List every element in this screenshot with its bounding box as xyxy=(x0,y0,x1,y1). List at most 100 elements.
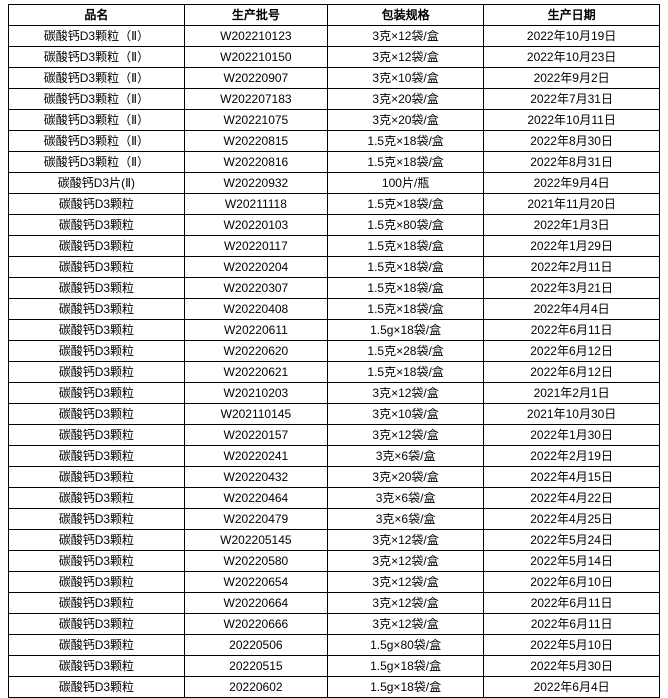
table-cell: 1.5克×18袋/盒 xyxy=(327,257,483,278)
table-cell: 碳酸钙D3颗粒 xyxy=(9,278,185,299)
table-cell: W20220432 xyxy=(184,467,327,488)
table-cell: 碳酸钙D3颗粒（Ⅱ） xyxy=(9,110,185,131)
table-row: 碳酸钙D3颗粒W202206201.5克×28袋/盒2022年6月12日 xyxy=(9,341,660,362)
table-cell: 100片/瓶 xyxy=(327,173,483,194)
table-cell: 2022年6月11日 xyxy=(484,614,660,635)
table-cell: 2022年5月30日 xyxy=(484,656,660,677)
table-row: 碳酸钙D3颗粒（Ⅱ）W2022101503克×12袋/盒2022年10月23日 xyxy=(9,47,660,68)
table-cell: 1.5克×18袋/盒 xyxy=(327,362,483,383)
table-cell: 碳酸钙D3颗粒 xyxy=(9,509,185,530)
table-cell: W20220664 xyxy=(184,593,327,614)
table-cell: W20211118 xyxy=(184,194,327,215)
table-cell: 20220506 xyxy=(184,635,327,656)
table-cell: 1.5克×18袋/盒 xyxy=(327,152,483,173)
table-row: 碳酸钙D3颗粒W202206543克×12袋/盒2022年6月10日 xyxy=(9,572,660,593)
table-row: 碳酸钙D3颗粒W2022051453克×12袋/盒2022年5月24日 xyxy=(9,530,660,551)
table-row: 碳酸钙D3片(Ⅱ)W20220932100片/瓶2022年9月4日 xyxy=(9,173,660,194)
table-cell: 碳酸钙D3颗粒 xyxy=(9,194,185,215)
table-row: 碳酸钙D3颗粒202205151.5g×18袋/盒2022年5月30日 xyxy=(9,656,660,677)
table-cell: 碳酸钙D3颗粒 xyxy=(9,551,185,572)
table-cell: W20220117 xyxy=(184,236,327,257)
table-cell: W20220479 xyxy=(184,509,327,530)
table-cell: 碳酸钙D3颗粒（Ⅱ） xyxy=(9,152,185,173)
table-cell: 2022年6月4日 xyxy=(484,677,660,698)
table-cell: W202207183 xyxy=(184,89,327,110)
table-cell: 碳酸钙D3颗粒 xyxy=(9,236,185,257)
table-cell: W20220816 xyxy=(184,152,327,173)
table-cell: 2021年11月20日 xyxy=(484,194,660,215)
table-cell: 3克×6袋/盒 xyxy=(327,509,483,530)
table-cell: 2022年6月12日 xyxy=(484,362,660,383)
table-cell: 碳酸钙D3颗粒（Ⅱ） xyxy=(9,68,185,89)
table-cell: 1.5g×18袋/盒 xyxy=(327,677,483,698)
table-cell: 2022年6月10日 xyxy=(484,572,660,593)
table-row: 碳酸钙D3颗粒W202206111.5g×18袋/盒2022年6月11日 xyxy=(9,320,660,341)
table-cell: 2022年9月2日 xyxy=(484,68,660,89)
table-cell: 2022年3月21日 xyxy=(484,278,660,299)
table-cell: 3克×12袋/盒 xyxy=(327,530,483,551)
table-row: 碳酸钙D3颗粒W202204081.5克×18袋/盒2022年4月4日 xyxy=(9,299,660,320)
table-cell: 2022年10月11日 xyxy=(484,110,660,131)
table-cell: 碳酸钙D3片(Ⅱ) xyxy=(9,173,185,194)
table-cell: 3克×12袋/盒 xyxy=(327,383,483,404)
table-row: 碳酸钙D3颗粒202205061.5g×80袋/盒2022年5月10日 xyxy=(9,635,660,656)
table-cell: W20220815 xyxy=(184,131,327,152)
table-row: 碳酸钙D3颗粒（Ⅱ）W2022071833克×20袋/盒2022年7月31日 xyxy=(9,89,660,110)
table-cell: 3克×12袋/盒 xyxy=(327,551,483,572)
table-row: 碳酸钙D3颗粒W202202041.5克×18袋/盒2022年2月11日 xyxy=(9,257,660,278)
table-row: 碳酸钙D3颗粒W202205803克×12袋/盒2022年5月14日 xyxy=(9,551,660,572)
table-cell: W202205145 xyxy=(184,530,327,551)
table-cell: 碳酸钙D3颗粒 xyxy=(9,593,185,614)
table-cell: 3克×12袋/盒 xyxy=(327,425,483,446)
col-production-date: 生产日期 xyxy=(484,5,660,26)
table-cell: 碳酸钙D3颗粒 xyxy=(9,299,185,320)
table-cell: 1.5克×18袋/盒 xyxy=(327,299,483,320)
table-cell: 碳酸钙D3颗粒 xyxy=(9,656,185,677)
table-cell: 碳酸钙D3颗粒 xyxy=(9,446,185,467)
table-cell: 1.5克×18袋/盒 xyxy=(327,131,483,152)
table-cell: 2022年4月25日 xyxy=(484,509,660,530)
table-cell: W20221075 xyxy=(184,110,327,131)
table-cell: 2022年2月19日 xyxy=(484,446,660,467)
table-cell: 碳酸钙D3颗粒（Ⅱ） xyxy=(9,47,185,68)
table-cell: 3克×12袋/盒 xyxy=(327,614,483,635)
table-cell: 2022年5月14日 xyxy=(484,551,660,572)
table-cell: 3克×20袋/盒 xyxy=(327,89,483,110)
table-cell: 2022年6月11日 xyxy=(484,593,660,614)
table-header: 品名 生产批号 包装规格 生产日期 xyxy=(9,5,660,26)
table-cell: 2022年5月10日 xyxy=(484,635,660,656)
table-row: 碳酸钙D3颗粒W202202413克×6袋/盒2022年2月19日 xyxy=(9,446,660,467)
table-cell: 碳酸钙D3颗粒 xyxy=(9,320,185,341)
table-cell: W20220103 xyxy=(184,215,327,236)
table-cell: 碳酸钙D3颗粒 xyxy=(9,572,185,593)
table-cell: W202210123 xyxy=(184,26,327,47)
col-package-spec: 包装规格 xyxy=(327,5,483,26)
table-cell: 3克×12袋/盒 xyxy=(327,572,483,593)
table-cell: 碳酸钙D3颗粒 xyxy=(9,215,185,236)
table-cell: W20220932 xyxy=(184,173,327,194)
table-cell: 1.5克×80袋/盒 xyxy=(327,215,483,236)
table-row: 碳酸钙D3颗粒W202204793克×6袋/盒2022年4月25日 xyxy=(9,509,660,530)
table-cell: 2022年4月4日 xyxy=(484,299,660,320)
table-row: 碳酸钙D3颗粒W202204643克×6袋/盒2022年4月22日 xyxy=(9,488,660,509)
table-cell: 1.5克×18袋/盒 xyxy=(327,278,483,299)
table-cell: 3克×12袋/盒 xyxy=(327,47,483,68)
table-cell: 2022年10月19日 xyxy=(484,26,660,47)
table-row: 碳酸钙D3颗粒W202206643克×12袋/盒2022年6月11日 xyxy=(9,593,660,614)
table-row: 碳酸钙D3颗粒（Ⅱ）W202209073克×10袋/盒2022年9月2日 xyxy=(9,68,660,89)
table-cell: 2022年9月4日 xyxy=(484,173,660,194)
table-cell: 2022年1月30日 xyxy=(484,425,660,446)
table-cell: W202110145 xyxy=(184,404,327,425)
table-cell: 3克×20袋/盒 xyxy=(327,110,483,131)
table-cell: 碳酸钙D3颗粒 xyxy=(9,614,185,635)
table-cell: 碳酸钙D3颗粒 xyxy=(9,677,185,698)
table-cell: W202210150 xyxy=(184,47,327,68)
table-cell: 2022年4月15日 xyxy=(484,467,660,488)
table-cell: 1.5g×18袋/盒 xyxy=(327,656,483,677)
table-cell: W20220204 xyxy=(184,257,327,278)
product-batch-table: 品名 生产批号 包装规格 生产日期 碳酸钙D3颗粒（Ⅱ）W2022101233克… xyxy=(8,4,660,698)
table-row: 碳酸钙D3颗粒202206021.5g×18袋/盒2022年6月4日 xyxy=(9,677,660,698)
table-cell: 2021年10月30日 xyxy=(484,404,660,425)
table-row: 碳酸钙D3颗粒W202111181.5克×18袋/盒2021年11月20日 xyxy=(9,194,660,215)
table-cell: 碳酸钙D3颗粒（Ⅱ） xyxy=(9,89,185,110)
